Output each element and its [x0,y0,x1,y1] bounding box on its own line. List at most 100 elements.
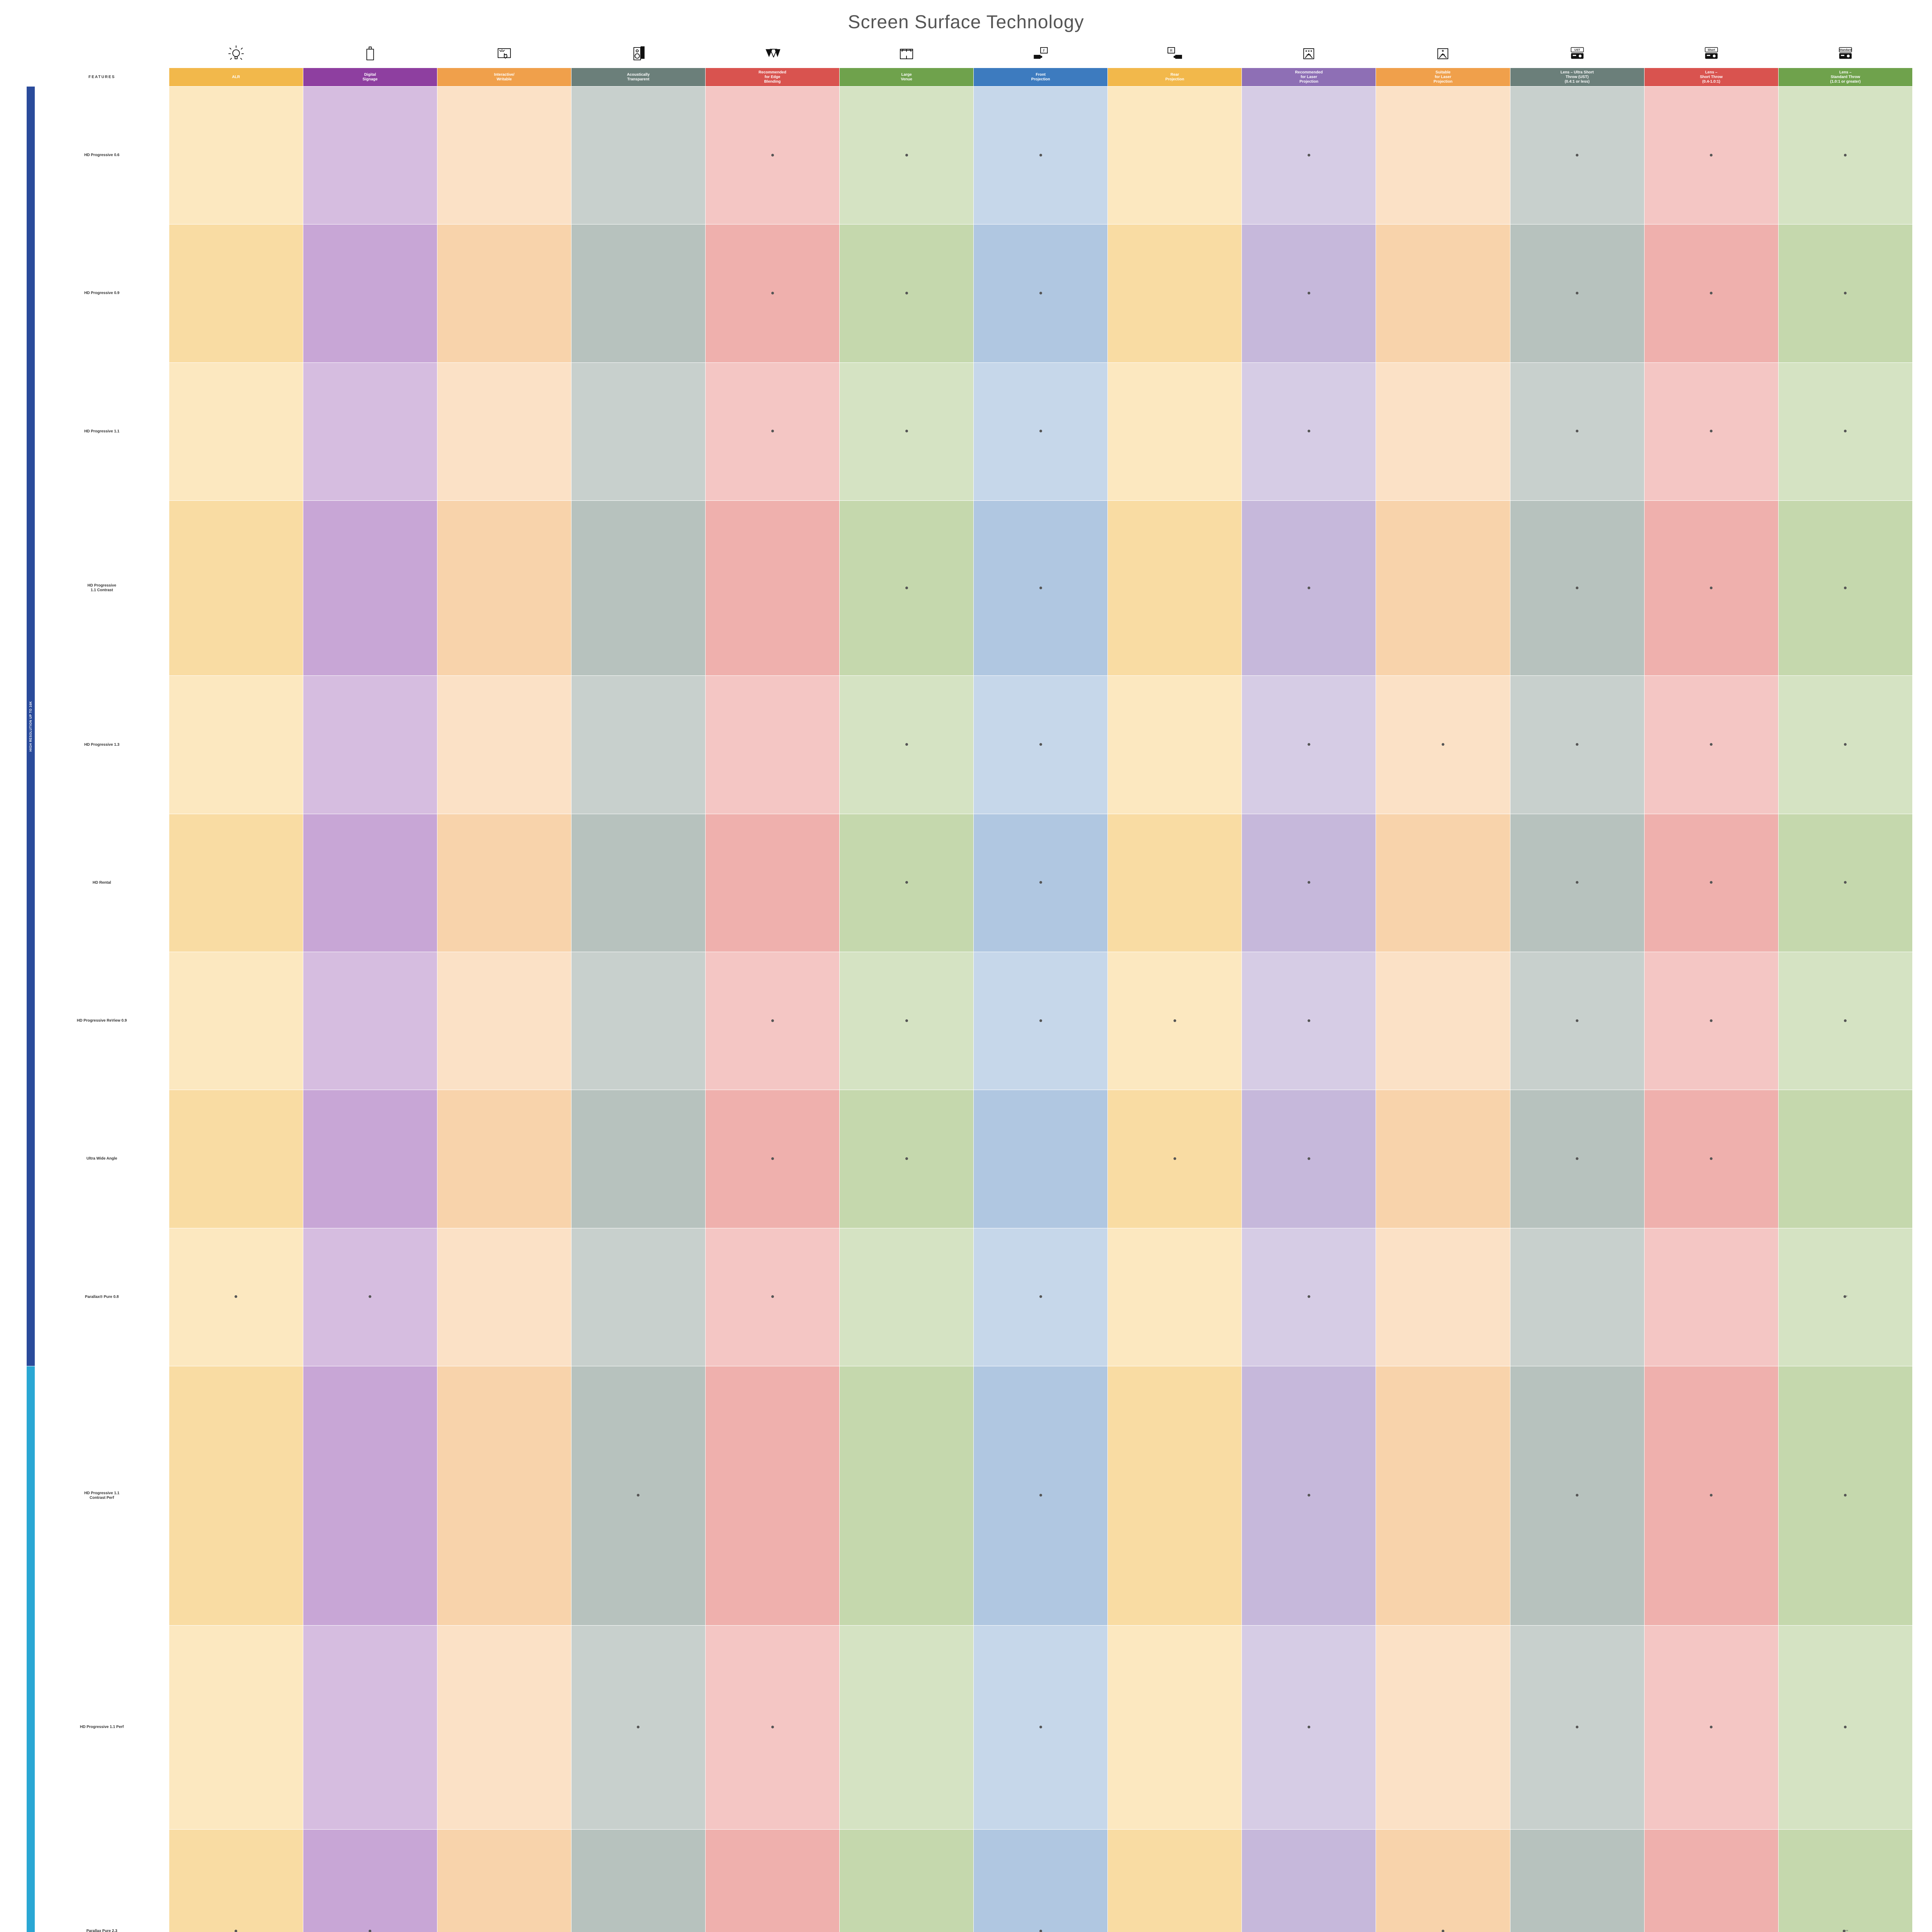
cell-acoustic [571,676,705,814]
row-head: HD Progressive 0.6 [35,87,169,224]
cell-alr [169,1625,303,1829]
cell-reclaser [1242,952,1376,1090]
cell-edge [705,1228,839,1366]
cell-short [1644,676,1778,814]
cell-std [1778,224,1912,362]
cell-front [974,1090,1108,1228]
cell-suitlaser [1376,362,1510,500]
cell-reclaser [1242,500,1376,676]
cell-acoustic [571,87,705,224]
col-icon-short: Short [1644,41,1778,68]
cell-venue [840,1829,974,1932]
row-head: HD Progressive ReView 0.9 [35,952,169,1090]
cell-edge [705,952,839,1090]
cell-ust [1510,1366,1644,1626]
cell-ust [1510,1625,1644,1829]
cell-signage [303,224,437,362]
cell-rear [1108,1625,1242,1829]
cell-edge [705,1829,839,1932]
cell-suitlaser [1376,87,1510,224]
cell-edge [705,500,839,676]
cell-edge [705,362,839,500]
cell-rear [1108,1228,1242,1366]
cell-reclaser [1242,87,1376,224]
cell-interactive [437,1829,571,1932]
cell-venue [840,1228,974,1366]
cell-interactive [437,1625,571,1829]
cell-venue [840,1366,974,1626]
svg-text:Short: Short [1708,48,1715,52]
cell-ust [1510,1090,1644,1228]
row-head: HD Progressive 1.1Contrast Perf [35,1366,169,1626]
cell-alr [169,500,303,676]
col-head-venue: LargeVenue [840,68,974,87]
row-head: HD Progressive 1.1 Perf [35,1625,169,1829]
cell-acoustic [571,1366,705,1626]
row-head: HD Rental [35,814,169,952]
chart-container: FR★★★★USTShortStandardFEATURESALRDigital… [19,41,1913,1932]
cell-suitlaser [1376,500,1510,676]
cell-suitlaser [1376,1366,1510,1626]
cell-front [974,500,1108,676]
row-head: HD Progressive 0.9 [35,224,169,362]
cell-ust [1510,814,1644,952]
col-head-edge: Recommendedfor EdgeBlending [705,68,839,87]
cell-suitlaser [1376,952,1510,1090]
features-header: FEATURES [35,68,169,87]
col-icon-interactive [437,41,571,68]
cell-short [1644,1090,1778,1228]
cell-signage [303,1090,437,1228]
col-head-reclaser: Recommendedfor LaserProjection [1242,68,1376,87]
col-head-ust: Lens – Ultra ShortThrow (UST)(0.4:1 or l… [1510,68,1644,87]
row-head: HD Progressive 1.1 [35,362,169,500]
feature-matrix: FR★★★★USTShortStandardFEATURESALRDigital… [19,41,1913,1932]
cell-acoustic [571,1228,705,1366]
col-icon-rear: R [1108,41,1242,68]
side-label: SCREEN SURFACES [19,1366,23,1932]
cell-suitlaser [1376,1625,1510,1829]
cell-acoustic [571,814,705,952]
row-head: Parallax Pure 2.3 [35,1829,169,1932]
cell-front [974,87,1108,224]
cell-rear [1108,814,1242,952]
cell-interactive [437,500,571,676]
cell-short [1644,814,1778,952]
cell-reclaser [1242,814,1376,952]
cell-short [1644,952,1778,1090]
cell-acoustic [571,362,705,500]
cell-rear [1108,1090,1242,1228]
col-icon-edge [705,41,839,68]
svg-text:UST: UST [1574,48,1580,52]
cell-std [1778,814,1912,952]
cell-rear [1108,1829,1242,1932]
cell-alr [169,1366,303,1626]
cell-std [1778,1090,1912,1228]
cell-std [1778,952,1912,1090]
cell-suitlaser [1376,224,1510,362]
group-label: HIGH RESOLUTION UP TO 4K [27,1366,35,1932]
cell-edge [705,814,839,952]
cell-reclaser [1242,224,1376,362]
cell-std [1778,500,1912,676]
cell-short [1644,362,1778,500]
cell-venue [840,1625,974,1829]
cell-signage [303,676,437,814]
col-icon-front: F [974,41,1108,68]
cell-signage [303,500,437,676]
cell-venue [840,362,974,500]
cell-edge [705,1366,839,1626]
page-title: Screen Surface Technology [19,12,1913,33]
cell-acoustic [571,952,705,1090]
cell-suitlaser [1376,1228,1510,1366]
cell-ust [1510,224,1644,362]
cell-signage [303,952,437,1090]
svg-text:Standard: Standard [1839,48,1852,52]
cell-venue [840,87,974,224]
svg-text:F: F [1043,49,1045,53]
cell-alr [169,1090,303,1228]
col-head-alr: ALR [169,68,303,87]
cell-front [974,362,1108,500]
cell-edge [705,1090,839,1228]
cell-front [974,1829,1108,1932]
cell-alr [169,87,303,224]
